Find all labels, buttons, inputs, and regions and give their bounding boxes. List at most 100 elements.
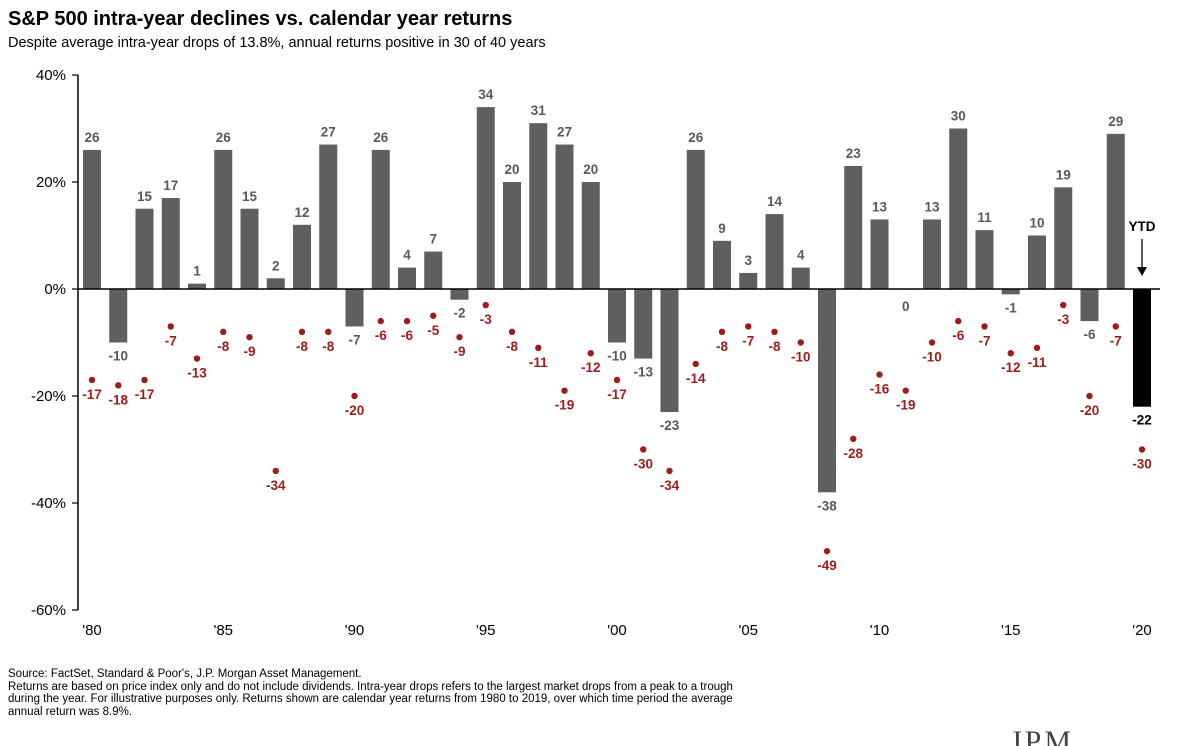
decline-dot (456, 333, 463, 341)
decline-label: -19 (555, 398, 575, 413)
return-bar (686, 149, 705, 289)
decline-dot (272, 467, 279, 475)
return-label: 1 (193, 264, 201, 279)
return-label: 12 (294, 205, 309, 220)
data-labels: -17 -18 -17-7-13-8 -9-34-8 -8-20-6 -6 -5-9-3-8… (82, 87, 1152, 573)
return-label: -10 (607, 349, 627, 364)
decline-dot (1086, 392, 1093, 400)
return-label: 20 (583, 162, 598, 177)
decline-dot (377, 317, 384, 325)
decline-dot (902, 387, 909, 394)
return-label: -38 (817, 498, 837, 513)
x-tick-label: '85 (213, 622, 233, 639)
return-bar (713, 240, 731, 289)
return-bar (214, 149, 233, 289)
decline-dot (640, 446, 647, 453)
decline-dot (587, 350, 594, 357)
return-label: 13 (872, 199, 888, 214)
decline-label: -11 (1028, 355, 1047, 370)
return-label: -22 (1132, 413, 1152, 428)
x-tick-label: '10 (870, 622, 890, 639)
decline-label: -13 (187, 366, 207, 381)
x-tick-label: '05 (738, 622, 758, 639)
decline-dot (508, 328, 516, 335)
return-bar (135, 208, 154, 289)
brand-logo: JPM (1010, 725, 1075, 746)
return-bar (529, 123, 548, 290)
return-label: 19 (1056, 167, 1071, 182)
return-bar (240, 208, 259, 289)
footnote-line: Returns are based on price index only an… (8, 680, 733, 693)
return-bar (1106, 133, 1125, 289)
decline-dot (167, 323, 174, 330)
decline-dot (1138, 446, 1146, 453)
return-bar (634, 289, 653, 359)
return-label: 31 (531, 103, 547, 118)
return-label: 4 (797, 248, 805, 263)
decline-dot (823, 547, 831, 555)
decline-dot (928, 339, 936, 346)
return-label: 30 (951, 109, 966, 124)
return-bar (319, 144, 338, 289)
decline-label: -6 (401, 328, 413, 343)
decline-label: -5 (427, 323, 439, 338)
return-label: -1 (1005, 300, 1017, 315)
decline-label: -7 (742, 333, 754, 348)
decline-dot (193, 355, 201, 362)
return-bar (424, 251, 443, 289)
return-label: 26 (84, 130, 100, 145)
return-label: 23 (846, 146, 862, 161)
return-label: 26 (373, 130, 389, 145)
return-label: 26 (688, 130, 704, 145)
decline-dot (88, 376, 96, 384)
decline-label: -8 (217, 339, 229, 354)
decline-dot (876, 371, 883, 378)
return-label: 20 (504, 162, 519, 177)
return-label: 15 (137, 189, 153, 204)
decline-dot (1112, 323, 1119, 330)
return-bar (1054, 187, 1073, 289)
x-tick-label: '80 (82, 622, 102, 639)
decline-dot (403, 317, 411, 325)
y-tick-label: 20% (36, 174, 66, 191)
decline-dot (955, 317, 962, 325)
decline-dot (325, 328, 332, 335)
decline-dot (1033, 344, 1041, 352)
decline-label: -49 (817, 558, 837, 573)
decline-dot (351, 392, 358, 400)
decline-label: -7 (1110, 333, 1122, 348)
decline-label: -3 (1057, 312, 1069, 327)
return-label: 3 (744, 253, 752, 268)
return-bar (398, 267, 416, 289)
return-bar (818, 289, 836, 493)
return-bar (345, 289, 364, 327)
decline-label: -20 (345, 403, 365, 418)
decline-label: -30 (1132, 457, 1152, 472)
return-bar (1028, 235, 1046, 289)
decline-label: -3 (480, 312, 492, 327)
return-label: 2 (272, 258, 280, 273)
decline-dot (981, 323, 988, 330)
return-label: -23 (660, 418, 680, 433)
decline-dot (115, 382, 122, 389)
y-axis: 40% 20% 0% -20% -40% -60% (31, 67, 79, 619)
return-bar (923, 219, 941, 289)
return-bar (266, 278, 285, 289)
decline-dot (141, 376, 148, 384)
decline-dot (535, 344, 542, 352)
decline-label: -9 (243, 344, 255, 359)
return-bar (293, 224, 311, 289)
decline-label: -10 (922, 350, 942, 365)
x-tick-label: '00 (607, 622, 627, 639)
decline-label: -28 (843, 446, 863, 461)
return-bar (581, 182, 600, 289)
return-label: 9 (718, 221, 726, 236)
return-bar (949, 128, 968, 289)
decline-label: -10 (791, 350, 811, 365)
return-bar (660, 289, 679, 413)
return-bar (975, 230, 994, 289)
return-bar (765, 214, 784, 289)
decline-dot (850, 435, 857, 442)
decline-label: -8 (768, 339, 780, 354)
decline-label: -16 (870, 382, 890, 397)
